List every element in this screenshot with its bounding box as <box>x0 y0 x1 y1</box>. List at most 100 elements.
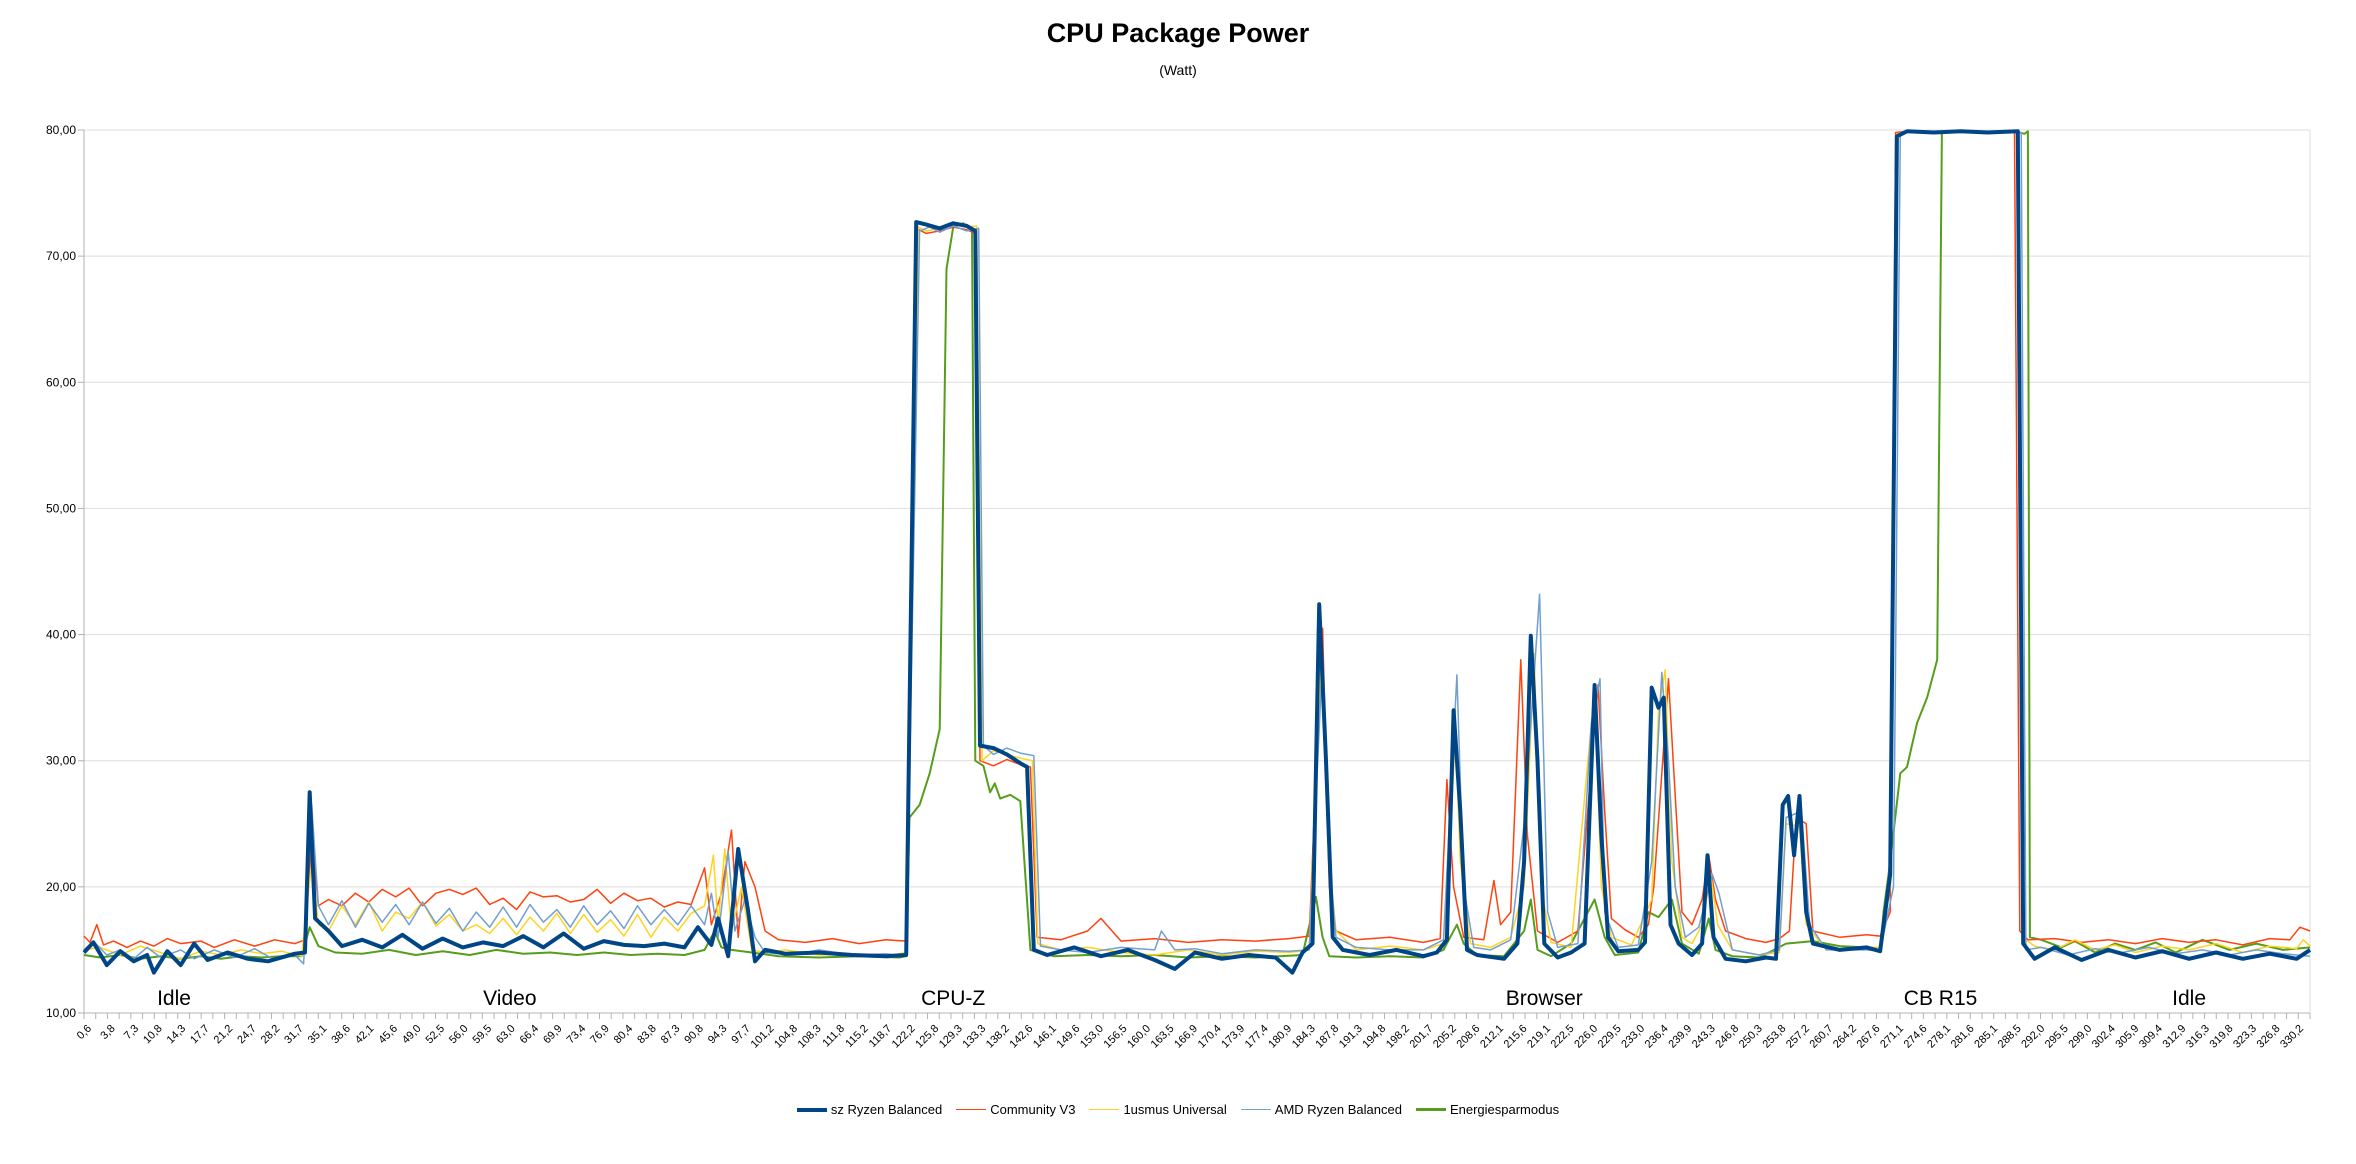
x-tick-label: 94,3 <box>706 1023 730 1047</box>
chart-title: CPU Package Power <box>1046 18 1310 48</box>
x-tick-label: 274,6 <box>1902 1023 1930 1051</box>
x-tick-label: 17,7 <box>188 1023 212 1047</box>
x-tick-label: 153,0 <box>1078 1023 1106 1051</box>
x-tick-label: 125,8 <box>913 1023 941 1051</box>
legend-swatch <box>1415 1108 1446 1111</box>
x-tick-label: 111,8 <box>820 1023 847 1050</box>
x-tick-label: 177,4 <box>1243 1023 1271 1051</box>
x-tick-label: 271,1 <box>1878 1023 1906 1051</box>
x-tick-label: 180,9 <box>1266 1023 1294 1051</box>
x-tick-label: 191,3 <box>1337 1023 1365 1051</box>
x-tick-label: 198,2 <box>1384 1023 1412 1051</box>
x-tick-label: 319,8 <box>2208 1023 2236 1051</box>
x-tick-label: 3,8 <box>98 1023 117 1042</box>
y-tick-label: 40,00 <box>46 628 76 642</box>
x-tick-label: 305,9 <box>2113 1023 2141 1051</box>
x-tick-label: 83,8 <box>635 1023 659 1047</box>
x-tick-label: 316,3 <box>2184 1023 2212 1051</box>
x-tick-label: 80,4 <box>612 1023 636 1047</box>
x-tick-label: 267,6 <box>1855 1023 1883 1051</box>
legend-swatch <box>956 1108 987 1111</box>
phase-label: CB R15 <box>1904 987 1978 1010</box>
x-tick-label: 166,9 <box>1172 1023 1200 1051</box>
legend-item-1usmus-universal: 1usmus Universal <box>1089 1102 1227 1117</box>
x-tick-label: 299,0 <box>2066 1023 2094 1051</box>
x-axis: 0,6 3,8 7,3 10,8 14,3 17,7 21,2 24,7 28,2 31,7 35,… <box>75 1013 2311 1051</box>
x-tick-label: 257,2 <box>1784 1023 1812 1051</box>
x-tick-label: 76,9 <box>588 1023 612 1047</box>
x-tick-label: 208,6 <box>1455 1023 1483 1051</box>
x-tick-label: 246,8 <box>1713 1023 1741 1051</box>
y-axis: 10,00 20,00 30,00 40,00 50,00 60,00 70,00 80,00 <box>46 123 84 1020</box>
gridlines <box>83 129 2311 1014</box>
x-tick-label: 118,7 <box>867 1023 894 1050</box>
x-tick-label: 45,6 <box>376 1023 400 1047</box>
x-tick-label: 264,2 <box>1831 1023 1859 1051</box>
x-tick-label: 253,8 <box>1760 1023 1788 1051</box>
x-tick-label: 292,0 <box>2019 1023 2047 1051</box>
legend-label: Energiesparmodus <box>1449 1102 1560 1117</box>
chart-subtitle: (Watt) <box>1159 62 1197 78</box>
x-tick-label: 219,1 <box>1525 1023 1553 1051</box>
y-tick-label: 50,00 <box>46 501 76 515</box>
x-tick-label: 295,5 <box>2043 1023 2071 1051</box>
x-tick-label: 243,3 <box>1690 1023 1718 1051</box>
phase-label: Video <box>483 987 536 1010</box>
x-tick-label: 66,4 <box>518 1023 542 1047</box>
x-tick-label: 49,0 <box>400 1023 424 1047</box>
x-tick-label: 285,1 <box>1972 1023 2000 1051</box>
series-lines <box>82 129 2312 975</box>
series-line <box>83 130 2311 960</box>
x-tick-label: 201,7 <box>1407 1023 1435 1051</box>
x-tick-label: 239,9 <box>1666 1023 1694 1051</box>
x-tick-label: 24,7 <box>235 1023 259 1047</box>
line-chart: 10,00 20,00 30,00 40,00 50,00 60,00 70,00 80,00… <box>46 123 2312 1051</box>
x-tick-label: 133,3 <box>960 1023 988 1051</box>
x-tick-label: 38,6 <box>329 1023 353 1047</box>
legend-label: Community V3 <box>990 1102 1076 1117</box>
series-line <box>83 130 2311 960</box>
x-tick-label: 250,3 <box>1737 1023 1765 1051</box>
x-tick-label: 31,7 <box>282 1023 306 1047</box>
y-tick-label: 20,00 <box>46 880 76 894</box>
x-tick-label: 330,2 <box>2278 1023 2306 1051</box>
x-tick-label: 194,8 <box>1360 1023 1388 1051</box>
x-tick-label: 87,3 <box>659 1023 683 1047</box>
x-tick-label: 302,4 <box>2090 1023 2118 1051</box>
legend-swatch <box>1240 1108 1271 1111</box>
x-tick-label: 281,6 <box>1949 1023 1977 1051</box>
x-tick-label: 21,2 <box>212 1023 236 1047</box>
x-tick-label: 187,8 <box>1313 1023 1341 1051</box>
phase-label: Browser <box>1506 987 1583 1010</box>
legend-swatch <box>796 1107 827 1112</box>
x-tick-label: 278,1 <box>1925 1023 1953 1051</box>
x-tick-label: 236,4 <box>1643 1023 1671 1051</box>
series-line <box>83 130 2311 949</box>
phase-label: Idle <box>2172 987 2206 1010</box>
x-tick-label: 56,0 <box>447 1023 471 1047</box>
y-tick-label: 10,00 <box>46 1006 76 1020</box>
x-tick-label: 288,5 <box>1996 1023 2024 1051</box>
x-tick-label: 129,3 <box>937 1023 965 1051</box>
legend-item-sz-ryzen-balanced: sz Ryzen Balanced <box>796 1102 942 1117</box>
y-tick-label: 60,00 <box>46 375 76 389</box>
legend-swatch <box>1089 1108 1120 1111</box>
y-tick-label: 80,00 <box>46 123 76 137</box>
x-tick-label: 163,5 <box>1149 1023 1177 1051</box>
x-tick-label: 309,4 <box>2137 1023 2165 1051</box>
phase-annotations: Idle Video CPU-Z Browser CB R15 Idle <box>157 987 2206 1010</box>
x-tick-label: 108,3 <box>796 1023 824 1051</box>
x-tick-label: 52,5 <box>423 1023 447 1047</box>
y-tick-label: 30,00 <box>46 754 76 768</box>
x-tick-label: 90,8 <box>682 1023 706 1047</box>
x-tick-label: 323,3 <box>2231 1023 2259 1051</box>
x-tick-label: 215,6 <box>1502 1023 1530 1051</box>
x-tick-label: 229,5 <box>1596 1023 1624 1051</box>
x-tick-label: 142,6 <box>1007 1023 1035 1051</box>
x-tick-label: 28,2 <box>259 1023 283 1047</box>
x-tick-label: 156,5 <box>1102 1023 1130 1051</box>
x-tick-label: 10,8 <box>141 1023 165 1047</box>
phase-label: Idle <box>157 987 191 1010</box>
legend: sz Ryzen Balanced Community V3 1usmus Un… <box>0 1102 2356 1117</box>
x-tick-label: 226,0 <box>1572 1023 1600 1051</box>
